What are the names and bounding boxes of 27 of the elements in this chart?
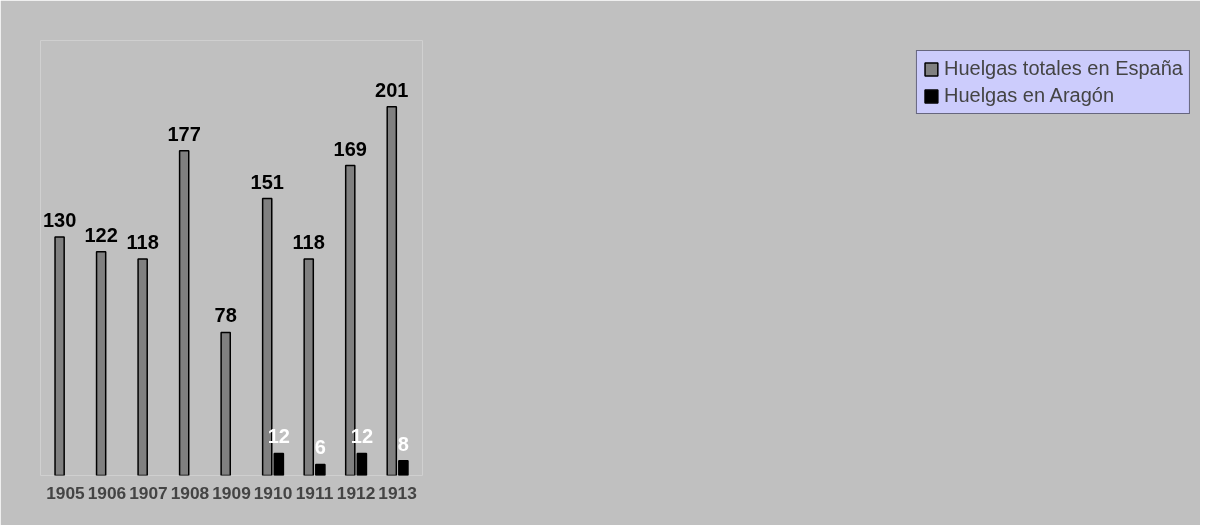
x-tick-label: 1908 [170, 482, 210, 503]
data-label: 169 [333, 137, 367, 160]
bar [220, 331, 231, 476]
legend-label: Huelgas totales en España [943, 57, 1183, 80]
legend-label: Huelgas en Aragón [943, 84, 1115, 107]
x-tick-label: 1907 [129, 482, 168, 503]
x-tick-label: 1912 [336, 482, 376, 503]
data-label: 118 [292, 231, 325, 254]
data-label: 118 [126, 231, 159, 254]
data-label: 177 [167, 122, 201, 145]
x-tick-label: 1905 [46, 482, 86, 503]
x-tick-label: 1911 [295, 482, 334, 503]
x-tick-label: 1910 [253, 482, 293, 503]
bar [178, 150, 190, 476]
bar [95, 251, 107, 476]
bar [137, 258, 148, 476]
x-tick-label: 1913 [378, 482, 418, 503]
data-label: 201 [375, 78, 409, 101]
data-label: 8 [397, 432, 409, 455]
x-tick-label: 1906 [87, 482, 127, 503]
data-label: 78 [214, 304, 237, 327]
data-label: 151 [250, 170, 284, 193]
bar [54, 236, 65, 476]
data-label: 130 [42, 209, 77, 232]
x-tick-label: 1909 [212, 482, 251, 503]
data-label: 122 [84, 223, 118, 246]
data-label: 6 [314, 436, 326, 459]
